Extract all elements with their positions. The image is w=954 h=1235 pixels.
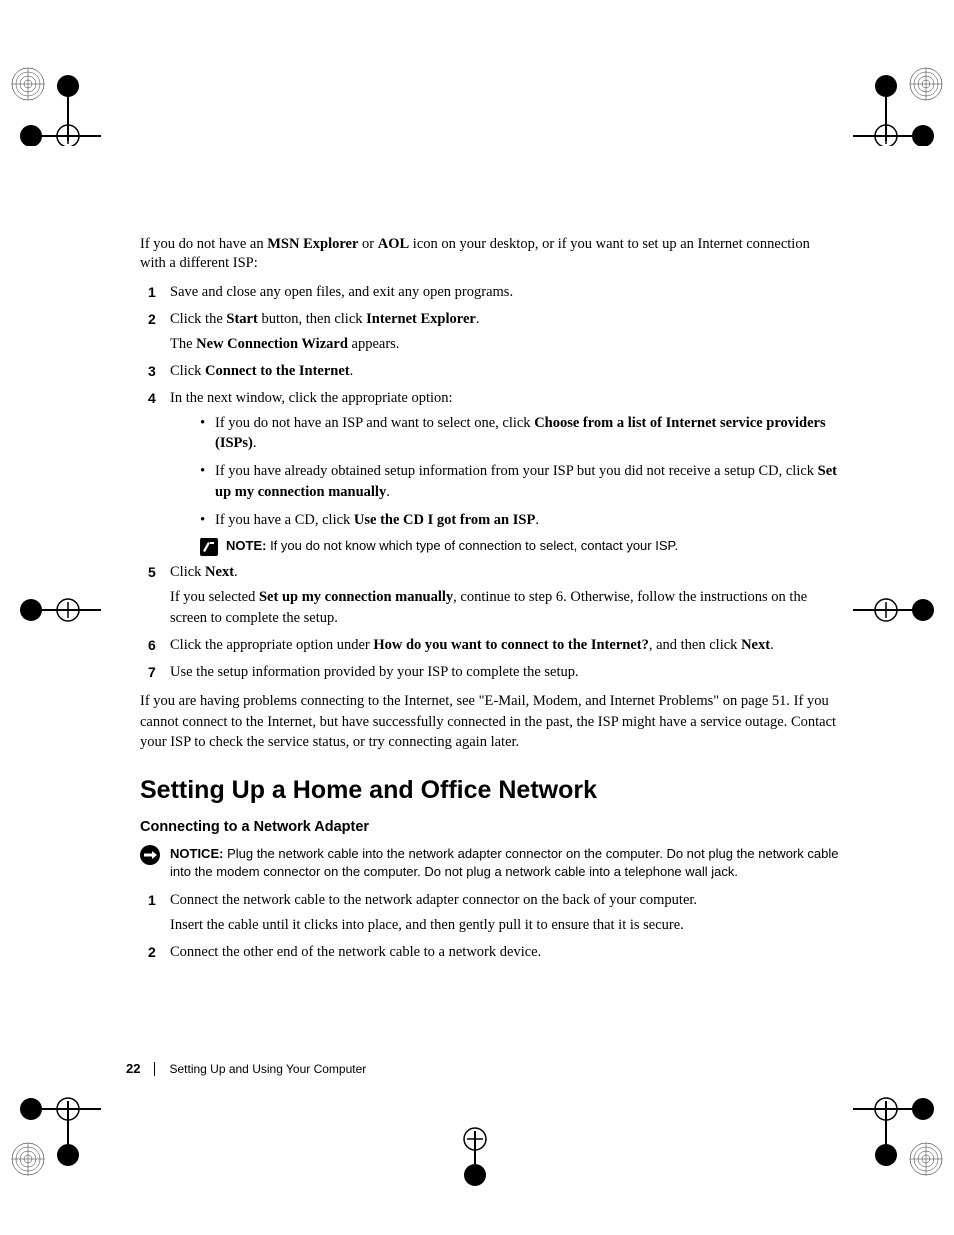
step-3: 3 Click Connect to the Internet. [140, 361, 839, 382]
step-text: Insert the cable until it clicks into pl… [170, 915, 839, 936]
notice-callout: NOTICE: Plug the network cable into the … [140, 845, 839, 880]
note-callout: NOTE: If you do not know which type of c… [200, 538, 839, 556]
option-list: If you do not have an ISP and want to se… [170, 413, 839, 530]
registration-mark-br [848, 1097, 948, 1187]
step-text: The New Connection Wizard appears. [170, 334, 839, 355]
network-steps-list: 1 Connect the network cable to the netwo… [140, 890, 839, 963]
step-text: Save and close any open files, and exit … [170, 284, 513, 300]
step-text: Use the setup information provided by yo… [170, 664, 579, 680]
step-5: 5 Click Next. If you selected Set up my … [140, 562, 839, 629]
step-text: Click the appropriate option under How d… [170, 637, 774, 653]
step-text: Connect the network cable to the network… [170, 890, 839, 911]
registration-mark-bc [440, 1127, 510, 1187]
chapter-title: Setting Up and Using Your Computer [169, 1062, 366, 1076]
note-text: NOTE: If you do not know which type of c… [226, 538, 678, 555]
setup-steps-list: 1 Save and close any open files, and exi… [140, 282, 839, 684]
step-4: 4 In the next window, click the appropri… [140, 388, 839, 557]
page-footer: 22 Setting Up and Using Your Computer [126, 1061, 366, 1076]
step-number: 6 [148, 635, 156, 655]
notice-icon [140, 845, 160, 865]
step-number: 2 [148, 309, 156, 329]
note-icon [200, 538, 218, 556]
section-heading: Setting Up a Home and Office Network [140, 776, 839, 805]
step-2: 2 Click the Start button, then click Int… [140, 309, 839, 355]
step-6: 6 Click the appropriate option under How… [140, 635, 839, 656]
step-number: 4 [148, 388, 156, 408]
step-text: If you selected Set up my connection man… [170, 587, 839, 629]
step-number: 7 [148, 662, 156, 682]
step-number: 1 [148, 890, 156, 910]
step-text: Click Connect to the Internet. [170, 363, 353, 379]
step-number: 3 [148, 361, 156, 381]
sub-heading: Connecting to a Network Adapter [140, 819, 839, 835]
step-number: 1 [148, 282, 156, 302]
step-text: Click Next. [170, 562, 839, 583]
option-item: If you do not have an ISP and want to se… [170, 413, 839, 454]
net-step-1: 1 Connect the network cable to the netwo… [140, 890, 839, 936]
step-7: 7 Use the setup information provided by … [140, 662, 839, 683]
step-number: 5 [148, 562, 156, 582]
step-text: In the next window, click the appropriat… [170, 388, 839, 409]
footer-divider [154, 1062, 155, 1076]
registration-mark-bl [6, 1097, 106, 1187]
option-item: If you have a CD, click Use the CD I got… [170, 510, 839, 530]
step-text: Click the Start button, then click Inter… [170, 309, 839, 330]
closing-paragraph: If you are having problems connecting to… [140, 691, 839, 752]
step-1: 1 Save and close any open files, and exi… [140, 282, 839, 303]
page-number: 22 [126, 1061, 140, 1076]
step-number: 2 [148, 942, 156, 962]
step-text: Connect the other end of the network cab… [170, 944, 541, 960]
option-item: If you have already obtained setup infor… [170, 461, 839, 502]
net-step-2: 2 Connect the other end of the network c… [140, 942, 839, 963]
intro-paragraph: If you do not have an MSN Explorer or AO… [140, 235, 839, 274]
notice-text: NOTICE: Plug the network cable into the … [170, 845, 839, 880]
